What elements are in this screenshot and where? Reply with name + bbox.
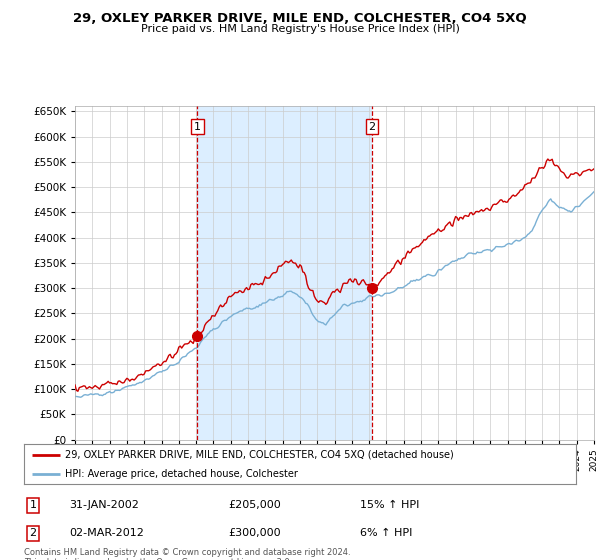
Text: 15% ↑ HPI: 15% ↑ HPI — [360, 500, 419, 510]
Text: £300,000: £300,000 — [228, 528, 281, 538]
Text: 31-JAN-2002: 31-JAN-2002 — [69, 500, 139, 510]
Text: 2: 2 — [368, 122, 376, 132]
Text: 29, OXLEY PARKER DRIVE, MILE END, COLCHESTER, CO4 5XQ: 29, OXLEY PARKER DRIVE, MILE END, COLCHE… — [73, 12, 527, 25]
Text: HPI: Average price, detached house, Colchester: HPI: Average price, detached house, Colc… — [65, 469, 298, 479]
Text: Contains HM Land Registry data © Crown copyright and database right 2024.
This d: Contains HM Land Registry data © Crown c… — [24, 548, 350, 560]
Text: 1: 1 — [29, 500, 37, 510]
Text: 2: 2 — [29, 528, 37, 538]
Text: £205,000: £205,000 — [228, 500, 281, 510]
Text: Price paid vs. HM Land Registry's House Price Index (HPI): Price paid vs. HM Land Registry's House … — [140, 24, 460, 34]
Text: 1: 1 — [194, 122, 201, 132]
Text: 29, OXLEY PARKER DRIVE, MILE END, COLCHESTER, CO4 5XQ (detached house): 29, OXLEY PARKER DRIVE, MILE END, COLCHE… — [65, 450, 454, 460]
Bar — [197, 106, 372, 440]
Text: 02-MAR-2012: 02-MAR-2012 — [69, 528, 144, 538]
Text: 6% ↑ HPI: 6% ↑ HPI — [360, 528, 412, 538]
